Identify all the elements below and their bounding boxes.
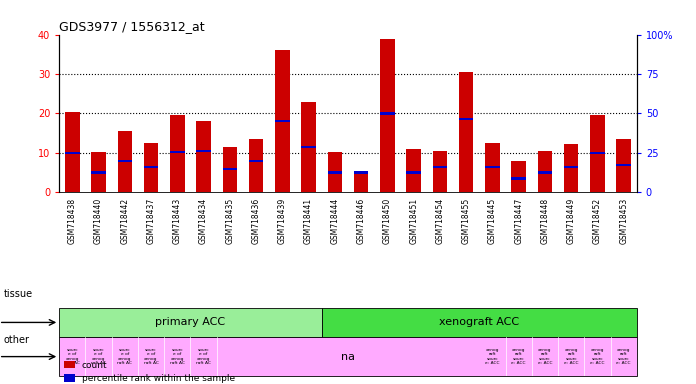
Bar (433, 166, 447, 168)
Text: GSM718438: GSM718438 (68, 198, 77, 244)
Text: GSM718455: GSM718455 (461, 198, 470, 244)
Text: GSM718442: GSM718442 (120, 198, 129, 244)
Text: xenog
raft
sourc
e: ACC: xenog raft sourc e: ACC (564, 348, 578, 365)
Text: sourc
e of
xenog
raft AC: sourc e of xenog raft AC (118, 348, 132, 365)
Bar (538, 151, 552, 192)
Text: GSM718443: GSM718443 (173, 198, 182, 244)
Text: sourc
e of
xenog
raft AC: sourc e of xenog raft AC (143, 348, 159, 365)
Bar (223, 147, 237, 192)
Bar (354, 172, 368, 174)
Text: xenog
raft
sourc
e: ACC: xenog raft sourc e: ACC (590, 348, 605, 365)
Bar (118, 160, 132, 162)
Text: GDS3977 / 1556312_at: GDS3977 / 1556312_at (59, 20, 205, 33)
Bar (249, 139, 263, 192)
Text: na: na (341, 352, 355, 362)
Bar (590, 152, 605, 154)
Bar (196, 150, 211, 152)
Bar (354, 172, 368, 192)
Text: GSM718449: GSM718449 (567, 198, 576, 244)
Bar (144, 166, 158, 168)
Text: primary ACC: primary ACC (155, 318, 226, 328)
Bar (564, 166, 578, 168)
Text: xenog
raft
sourc
e: ACC: xenog raft sourc e: ACC (512, 348, 526, 365)
Bar (249, 160, 263, 162)
Text: GSM718453: GSM718453 (619, 198, 628, 244)
Bar (406, 149, 421, 192)
Bar (485, 143, 500, 192)
Bar (65, 152, 79, 154)
Bar (433, 151, 447, 192)
Text: xenog
raft
sourc
e: ACC: xenog raft sourc e: ACC (485, 348, 500, 365)
Text: GSM718436: GSM718436 (251, 198, 260, 244)
Bar (144, 143, 158, 192)
Text: GSM718451: GSM718451 (409, 198, 418, 244)
Text: GSM718445: GSM718445 (488, 198, 497, 244)
Bar (380, 38, 395, 192)
Text: GSM718439: GSM718439 (278, 198, 287, 244)
Bar (196, 121, 211, 192)
Text: GSM718447: GSM718447 (514, 198, 523, 244)
Bar (617, 139, 631, 192)
Bar (170, 116, 184, 192)
Text: xenog
raft
sourc
e: ACC: xenog raft sourc e: ACC (538, 348, 552, 365)
Bar (617, 164, 631, 166)
Bar (538, 172, 552, 174)
Bar (328, 152, 342, 192)
Text: GSM718454: GSM718454 (436, 198, 445, 244)
Text: tissue: tissue (3, 289, 33, 299)
Text: GSM718452: GSM718452 (593, 198, 602, 244)
Text: GSM718444: GSM718444 (331, 198, 340, 244)
Bar (170, 151, 184, 153)
Bar (118, 131, 132, 192)
Bar (223, 167, 237, 170)
Text: GSM718441: GSM718441 (304, 198, 313, 244)
Bar (459, 72, 473, 192)
Text: GSM718446: GSM718446 (356, 198, 365, 244)
Text: GSM718450: GSM718450 (383, 198, 392, 244)
Text: GSM718434: GSM718434 (199, 198, 208, 244)
Text: GSM718435: GSM718435 (226, 198, 235, 244)
Bar (275, 120, 290, 122)
Bar (485, 166, 500, 168)
Bar (91, 172, 106, 174)
Bar (512, 177, 526, 180)
Bar (459, 118, 473, 121)
Text: sourc
e of
xenog
raft AC: sourc e of xenog raft AC (170, 348, 184, 365)
Bar (564, 144, 578, 192)
Text: sourc
e of
xenog
raft AC: sourc e of xenog raft AC (91, 348, 106, 365)
Text: xenograft ACC: xenograft ACC (439, 318, 519, 328)
Bar (406, 172, 421, 174)
Text: GSM718440: GSM718440 (94, 198, 103, 244)
Bar (275, 50, 290, 192)
Text: GSM718448: GSM718448 (540, 198, 549, 244)
Bar (590, 116, 605, 192)
Bar (512, 161, 526, 192)
Bar (65, 112, 79, 192)
Text: xenog
raft
sourc
e: ACC: xenog raft sourc e: ACC (617, 348, 631, 365)
Bar (301, 102, 316, 192)
Bar (328, 172, 342, 174)
Bar (301, 146, 316, 148)
Bar (322, 308, 637, 337)
Text: other: other (3, 335, 29, 345)
Text: sourc
e of
xenog
raft AC: sourc e of xenog raft AC (196, 348, 211, 365)
Bar (380, 113, 395, 114)
Bar (91, 152, 106, 192)
Bar (59, 308, 322, 337)
Text: GSM718437: GSM718437 (147, 198, 156, 244)
Text: sourc
e of
xenog
raft AC: sourc e of xenog raft AC (65, 348, 80, 365)
Legend: count, percentile rank within the sample: count, percentile rank within the sample (63, 361, 235, 383)
